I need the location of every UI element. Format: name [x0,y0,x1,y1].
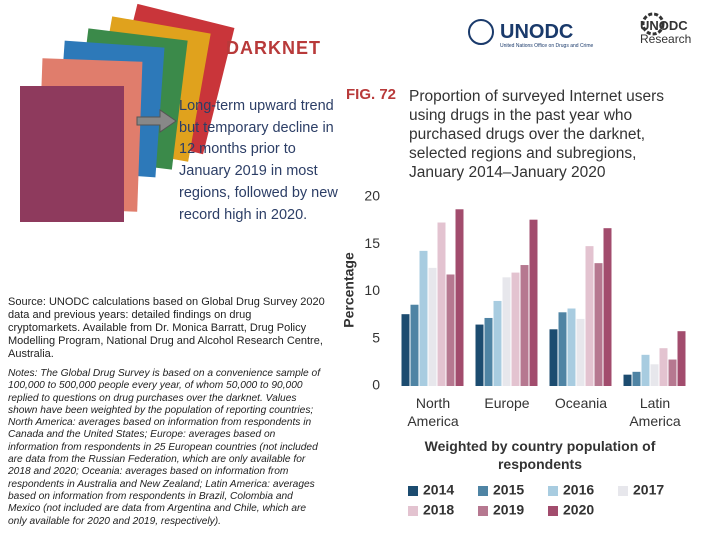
x-axis-label: Weighted by country population of respon… [424,438,656,472]
chart-title: Proportion of surveyed Internet users us… [409,88,665,181]
bar [603,228,612,386]
bar [455,209,464,386]
legend-label: 2020 [563,502,594,518]
x-tick-label: North America [407,395,459,429]
bar [437,222,446,386]
source-note: Source: UNODC calculations based on Glob… [8,296,325,360]
legend-swatch [478,506,488,516]
bar [549,329,558,386]
bar [668,359,677,386]
heading: DARKNET [226,38,321,58]
x-tick-label: Latin America [629,395,681,429]
arrow [136,109,177,133]
legend-label: 2015 [493,482,524,498]
legend-swatch [618,486,628,496]
bar [446,274,455,386]
legend-swatch [548,506,558,516]
bar [419,250,428,386]
logo-subtext: Research [640,32,692,46]
logo-text: UNODC [500,21,574,43]
legend-label: 2018 [423,502,454,518]
legend-label: 2019 [493,502,524,518]
y-tick-label: 0 [372,377,380,393]
legend-label: 2014 [423,482,454,498]
logo-text: UNODC [640,18,688,33]
bar [677,331,686,386]
y-tick-label: 10 [364,282,380,298]
bar [401,314,410,386]
notes: Notes: The Global Drug Survey is based o… [8,368,321,527]
figure-label: FIG. 72 [346,86,397,103]
bar [502,277,511,386]
legend-swatch [478,486,488,496]
bar [576,318,585,386]
summary: Long-term upward trend but temporary dec… [179,98,338,223]
logo-subtext: United Nations Office on Drugs and Crime [500,43,594,49]
bar [428,267,437,386]
bar [641,354,650,386]
bar [484,317,493,386]
bar [650,364,659,386]
bar [585,246,594,386]
bar [623,374,632,386]
y-tick-label: 20 [364,188,380,204]
bar [567,308,576,386]
legend-label: 2016 [563,482,594,498]
legend-swatch [408,506,418,516]
bar [520,265,529,386]
bar [659,348,668,386]
legend-swatch [408,486,418,496]
y-axis-label: Percentage [341,252,357,328]
legend-label: 2017 [633,482,664,498]
bar [558,312,567,386]
bar [594,263,603,386]
bar [410,304,419,386]
book-cover [20,86,124,222]
bar [493,300,502,386]
un-emblem [468,19,494,45]
legend-swatch [548,486,558,496]
bar [475,324,484,386]
bar [511,272,520,386]
bar [529,219,538,386]
x-tick-label: Europe [484,395,530,411]
bar [632,371,641,386]
y-tick-label: 15 [364,235,380,251]
y-tick-label: 5 [372,329,380,345]
research-emblem [641,12,665,36]
x-tick-label: Oceania [554,395,608,411]
